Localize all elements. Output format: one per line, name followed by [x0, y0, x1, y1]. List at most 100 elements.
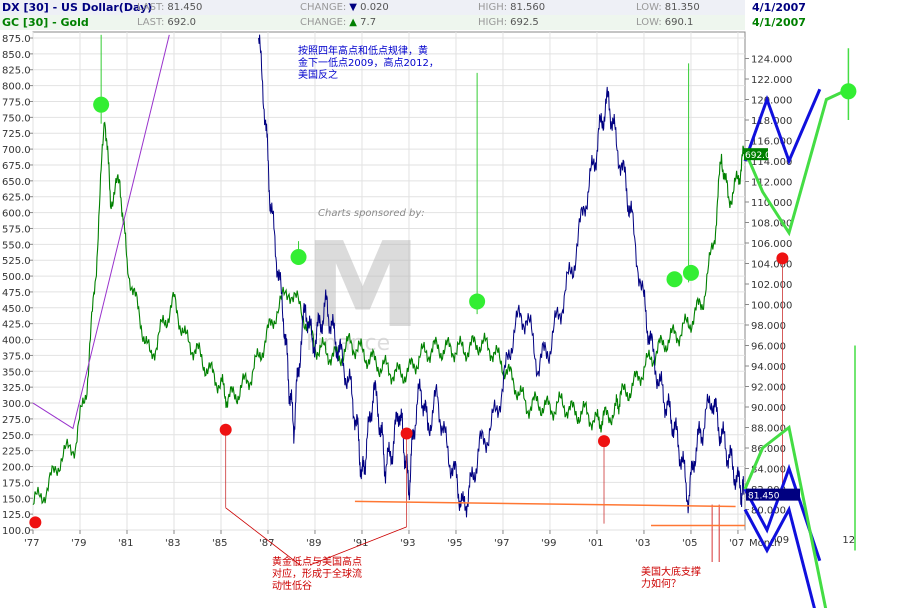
left-axis-tick-label: 500.0 — [2, 272, 31, 283]
left-axis-tick-label: 200.0 — [2, 463, 31, 474]
dx-low-label: LOW: — [636, 2, 662, 13]
right-axis-tick-label: 124.000 — [751, 55, 792, 66]
down-arrow-icon: ▼ — [349, 2, 357, 13]
left-axis-tick-label: 650.0 — [2, 177, 31, 188]
dx-high: 81.560 — [510, 2, 546, 13]
right-axis-tick-label: 86.000 — [751, 444, 786, 455]
left-axis-tick-label: 475.0 — [2, 288, 31, 299]
gc-date: 4/1/2007 — [752, 16, 806, 29]
gc-high: 692.5 — [510, 17, 539, 28]
right-axis-tick-label: 114.000 — [751, 157, 792, 168]
right-axis-tick-label: 118.000 — [751, 116, 792, 127]
sponsor-brand: Finance — [306, 331, 390, 356]
x-axis-label-09: 09 — [776, 535, 789, 546]
left-axis-tick-label: 125.0 — [2, 510, 31, 521]
blue-projection-line — [743, 88, 822, 166]
x-axis-tick-label: '89 — [306, 538, 321, 549]
gc-last-label: LAST: — [137, 17, 165, 28]
x-axis-tick-label: '03 — [635, 538, 650, 549]
left-axis-tick-label: 300.0 — [2, 399, 31, 410]
right-axis-tick-label: 116.000 — [751, 137, 792, 148]
green-peak-marker — [666, 271, 683, 288]
green-peak-marker — [682, 264, 699, 281]
x-axis-tick-label: '95 — [447, 538, 462, 549]
right-axis-tick-label: 108.000 — [751, 219, 792, 230]
right-axis-tick-label: 100.000 — [751, 301, 792, 312]
green-peak-marker — [469, 293, 486, 310]
right-axis-tick-label: 94.000 — [751, 362, 786, 373]
annotation-bottom-left: 黄金低点与美国高点 对应，形成于全球流 动性低谷 — [272, 557, 362, 592]
gc-last: 692.0 — [167, 17, 197, 28]
gc-change: 7.7 — [360, 17, 377, 28]
right-axis-tick-label: 122.000 — [751, 75, 792, 86]
left-axis-tick-label: 600.0 — [2, 209, 31, 220]
left-axis-tick-label: 400.0 — [2, 336, 31, 347]
x-axis-tick-label: '01 — [588, 538, 603, 549]
dx-last: 81.450 — [167, 2, 203, 13]
right-axis-tick-label: 84.000 — [751, 465, 786, 476]
gold-last-tag-label: 692.0 — [745, 151, 771, 161]
right-axis-tick-label: 80.000 — [751, 506, 786, 517]
red-trough-marker — [29, 516, 42, 529]
green-peak-marker — [290, 249, 307, 266]
right-axis-tick-label: 112.000 — [751, 178, 792, 189]
left-axis-tick-label: 375.0 — [2, 351, 31, 362]
x-axis-tick-label: '85 — [212, 538, 227, 549]
right-axis-tick-label: 104.000 — [751, 260, 792, 271]
dx-symbol: DX [30] - US Dollar(Day) — [2, 1, 153, 14]
left-axis-tick-label: 550.0 — [2, 240, 31, 251]
left-axis-tick-label: 150.0 — [2, 494, 31, 505]
x-axis-tick-label: '83 — [165, 538, 180, 549]
green-projection-line — [743, 424, 828, 608]
left-axis-tick-label: 525.0 — [2, 256, 31, 267]
left-axis-tick-label: 675.0 — [2, 161, 31, 172]
gc-header: GC [30] - Gold LAST: 692.0 CHANGE: ▲ 7.7 H… — [0, 15, 745, 30]
left-axis-tick-label: 450.0 — [2, 304, 31, 315]
support-line — [354, 500, 736, 508]
callout-line — [309, 526, 407, 566]
right-axis-tick-label: 98.000 — [751, 321, 786, 332]
left-axis-tick-label: 275.0 — [2, 415, 31, 426]
gc-low: 690.1 — [664, 17, 694, 28]
dx-date: 4/1/2007 — [752, 1, 806, 14]
green-projection-line — [743, 87, 850, 237]
left-axis-tick-label: 625.0 — [2, 193, 31, 204]
x-axis-tick-label: '99 — [541, 538, 556, 549]
left-axis-tick-label: 575.0 — [2, 224, 31, 235]
right-axis-tick-label: 92.000 — [751, 383, 786, 394]
up-arrow-icon: ▲ — [349, 17, 357, 28]
dx-change-label: CHANGE: — [300, 2, 347, 13]
purple-trend-line — [32, 34, 170, 430]
dollar-series-line — [258, 34, 745, 518]
x-axis-tick-label: '87 — [259, 538, 274, 549]
dx-header: DX [30] - US Dollar(Day) LAST: 81.450 CHA… — [0, 0, 745, 15]
left-axis-tick-label: 850.0 — [2, 50, 31, 61]
left-axis-tick-label: 800.0 — [2, 82, 31, 93]
annotation-top-note: 按照四年高点和低点规律，黄 金下一低点2009，高点2012， 美国反之 — [298, 46, 439, 81]
x-axis-tick-label: '07 — [729, 538, 744, 549]
left-axis-tick-label: 350.0 — [2, 367, 31, 378]
right-axis-tick-label: 90.000 — [751, 403, 786, 414]
annotation-bottom-right: 美国大底支撑 力如何？ — [641, 567, 701, 590]
left-axis-tick-label: 775.0 — [2, 97, 31, 108]
x-axis-tick-label: '05 — [682, 538, 697, 549]
red-trough-marker — [219, 423, 232, 436]
callout-line — [225, 507, 301, 566]
gold-series-line — [32, 121, 745, 505]
dx-change: 0.020 — [360, 2, 389, 13]
x-axis-tick-label: '79 — [71, 538, 86, 549]
red-trough-marker — [400, 427, 413, 440]
left-axis-tick-label: 425.0 — [2, 320, 31, 331]
green-peak-marker — [840, 83, 857, 100]
x-axis-tick-label: '81 — [118, 538, 133, 549]
gc-change-label: CHANGE: — [300, 17, 347, 28]
gold-last-tag — [744, 148, 768, 161]
left-axis-tick-label: 175.0 — [2, 478, 31, 489]
gc-low-label: LOW: — [636, 17, 662, 28]
left-axis-tick-label: 725.0 — [2, 129, 31, 140]
red-trough-marker — [776, 252, 789, 265]
dx-last-label: LAST: — [137, 2, 165, 13]
left-axis-tick-label: 250.0 — [2, 431, 31, 442]
red-trough-marker — [598, 435, 611, 448]
